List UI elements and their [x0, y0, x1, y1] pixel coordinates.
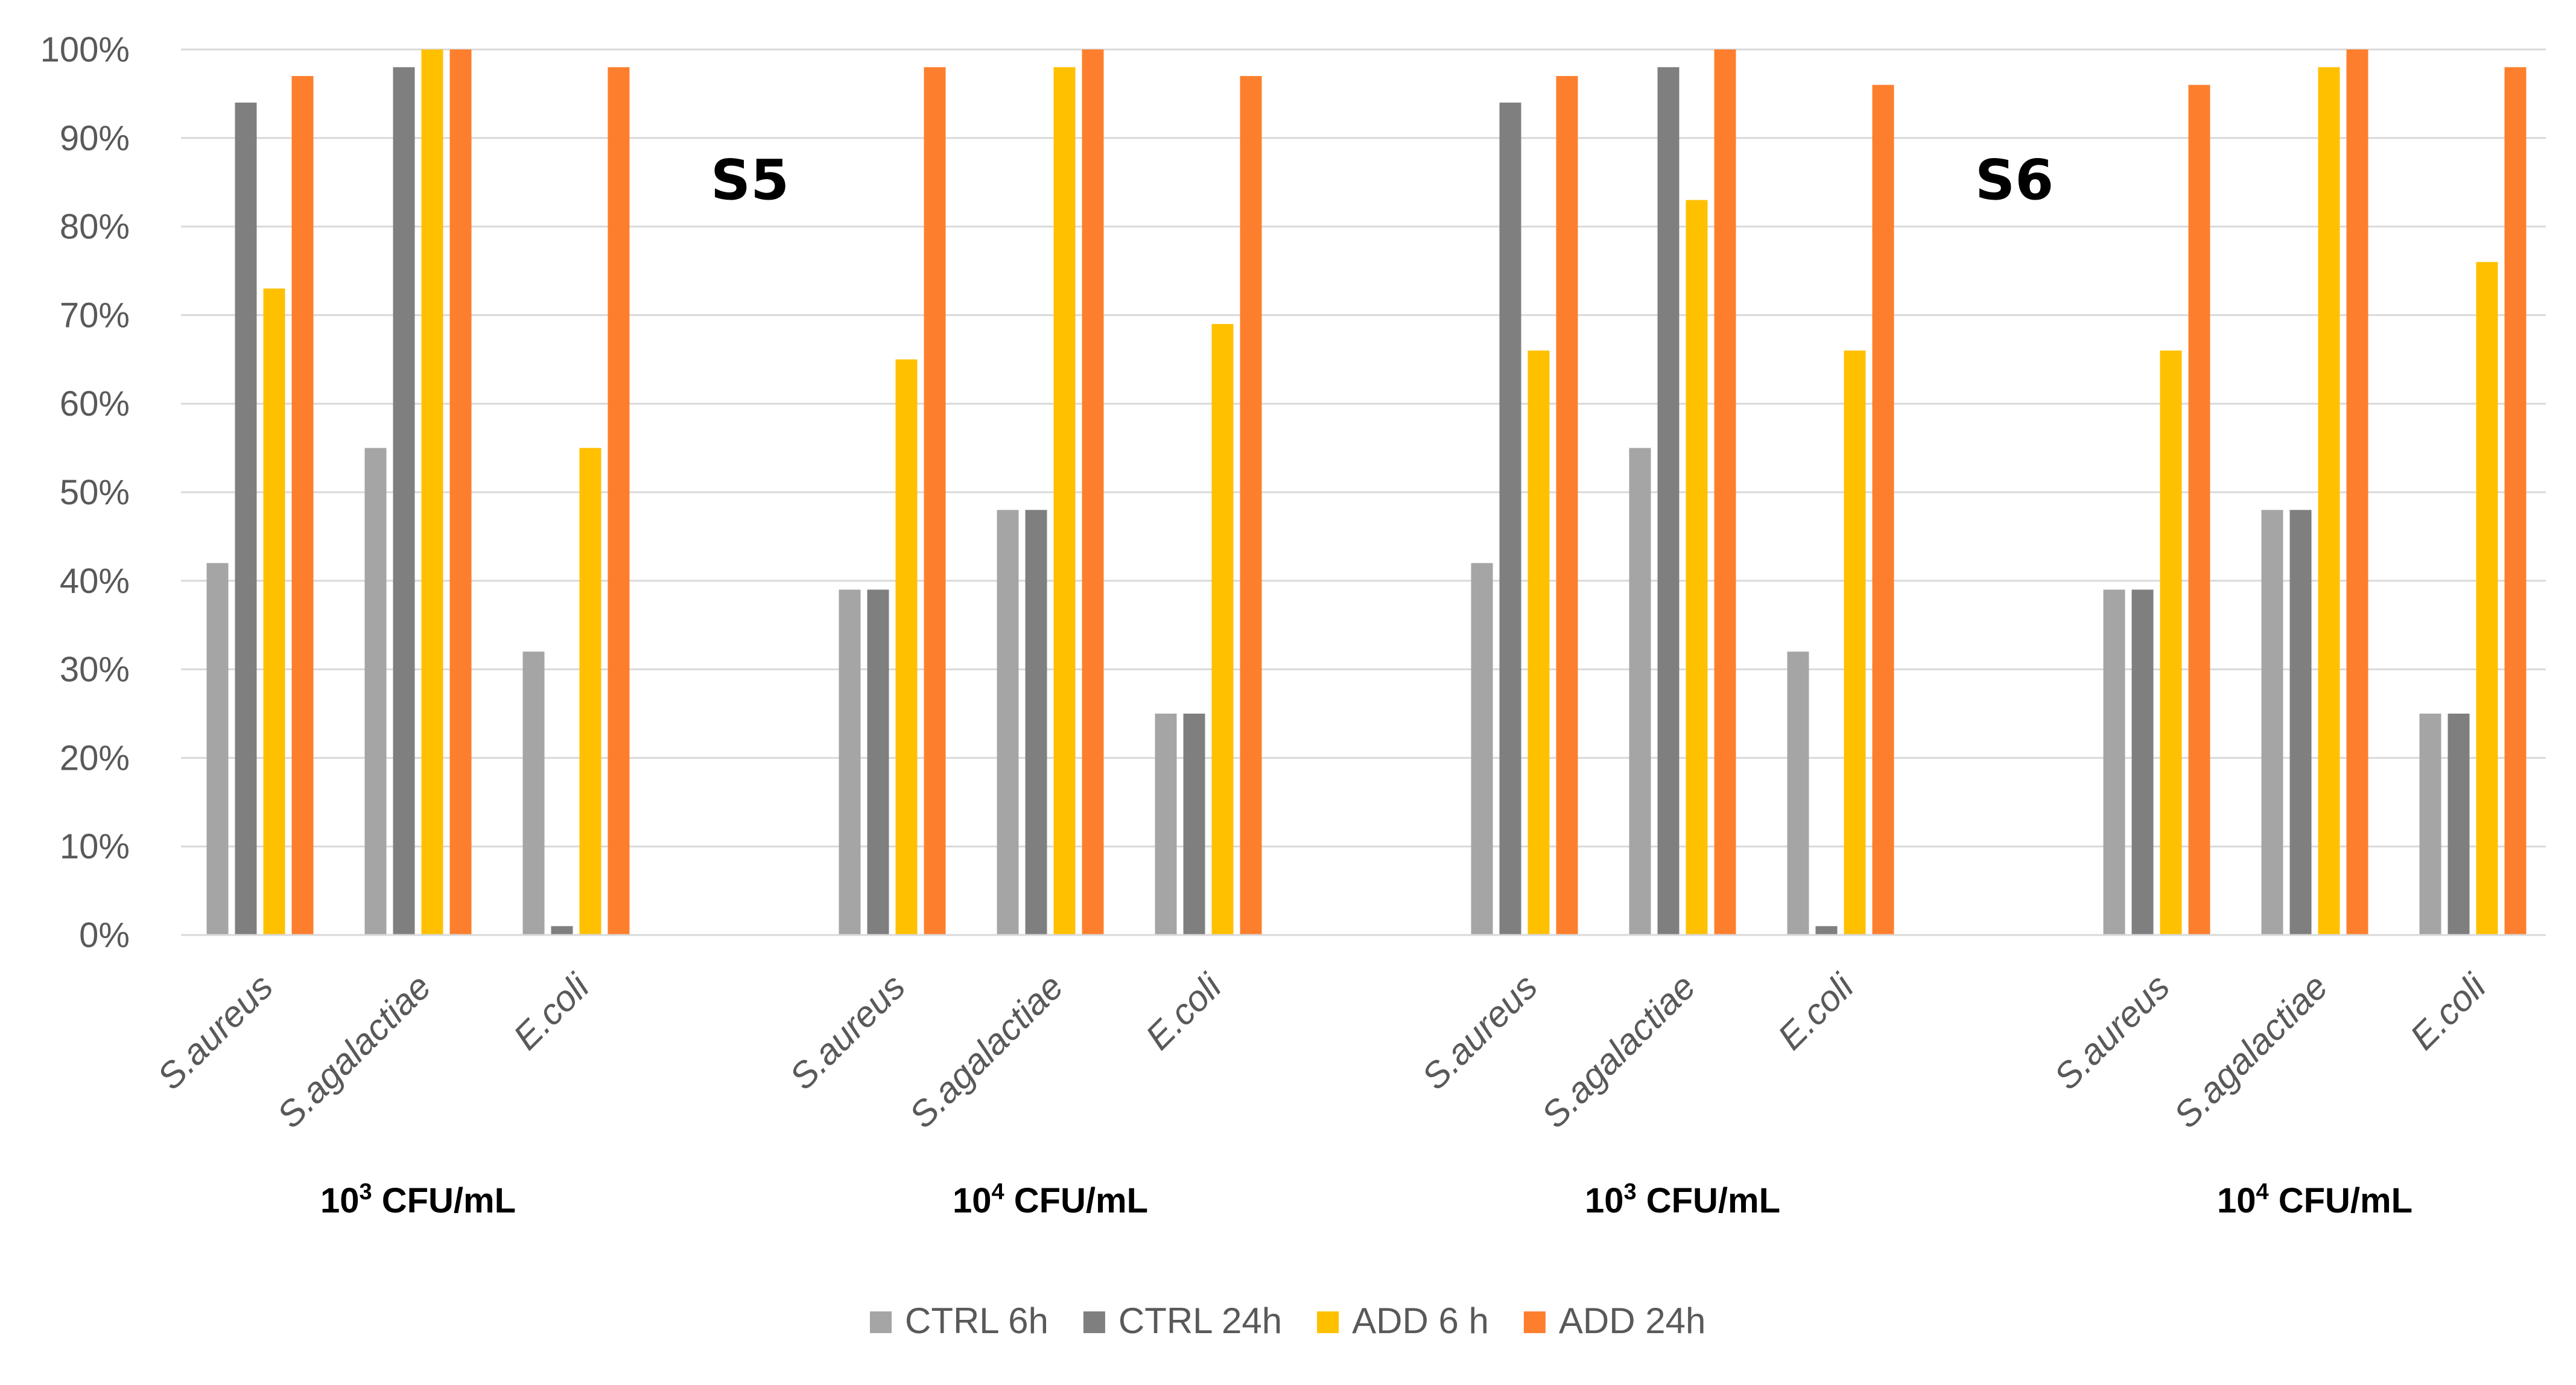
bar-add-6-h: [895, 359, 918, 935]
legend-swatch: [1083, 1311, 1105, 1333]
group-label: 104 CFU/mL: [2217, 1179, 2413, 1220]
bar-add-6-h: [1053, 67, 1076, 936]
bar-ctrl-6h: [2103, 589, 2125, 935]
bar-ctrl-24h: [867, 589, 889, 935]
category-label: S.aureus: [150, 966, 281, 1097]
annotations: S5 S6: [711, 148, 2054, 212]
bar-add-24h: [449, 49, 472, 935]
bar-ctrl-24h: [1025, 510, 1047, 935]
y-tick-label: 30%: [60, 650, 130, 689]
category-label: S.agalactiae: [269, 966, 439, 1136]
legend-swatch: [870, 1311, 892, 1333]
bar-ctrl-24h: [2289, 510, 2312, 935]
bar-ctrl-6h: [2261, 510, 2283, 935]
group-label: 103 CFU/mL: [320, 1179, 516, 1220]
category-label: S.aureus: [2046, 966, 2177, 1097]
category-label: E.coli: [2402, 966, 2494, 1057]
bar-add-24h: [608, 67, 630, 936]
legend-swatch: [1523, 1311, 1546, 1333]
panel-annotation: S5: [711, 148, 789, 212]
bar-ctrl-24h: [551, 926, 573, 935]
panel-annotation: S6: [1975, 148, 2054, 212]
bar-ctrl-24h: [1815, 926, 1838, 935]
bar-ctrl-6h: [1629, 448, 1651, 935]
bar-add-6-h: [1686, 200, 1708, 935]
bar-add-6-h: [1844, 350, 1866, 935]
bar-ctrl-24h: [1499, 103, 1521, 936]
bar-add-6-h: [579, 448, 601, 935]
y-tick-label: 90%: [60, 119, 130, 158]
gridlines: [181, 48, 2546, 848]
bars: [206, 49, 2527, 936]
bar-add-6-h: [2318, 67, 2340, 936]
legend-label: ADD 24h: [1559, 1301, 1705, 1341]
bar-ctrl-6h: [1471, 563, 1493, 935]
bar-ctrl-6h: [2419, 714, 2441, 935]
y-tick-label: 40%: [60, 562, 130, 601]
bar-add-24h: [1714, 49, 1736, 935]
legend: CTRL 6h CTRL 24h ADD 6 h ADD 24h: [870, 1301, 1705, 1341]
bar-add-24h: [1240, 76, 1262, 935]
legend-label: ADD 6 h: [1352, 1301, 1489, 1341]
bar-ctrl-6h: [364, 448, 387, 935]
bar-add-6-h: [2160, 350, 2182, 935]
group-label: 103 CFU/mL: [1585, 1179, 1780, 1220]
legend-label: CTRL 6h: [905, 1301, 1048, 1341]
bar-add-24h: [1082, 49, 1104, 935]
category-label: S.aureus: [782, 966, 913, 1097]
y-tick-label: 20%: [60, 738, 130, 778]
y-tick-label: 10%: [60, 827, 130, 866]
bar-add-6-h: [1211, 324, 1234, 935]
bar-ctrl-6h: [839, 589, 861, 935]
category-label: S.agalactiae: [2166, 966, 2335, 1136]
category-label: S.aureus: [1414, 966, 1545, 1097]
bar-ctrl-24h: [2131, 589, 2154, 935]
bar-add-24h: [2346, 49, 2368, 935]
bar-ctrl-6h: [522, 651, 545, 935]
category-label: S.agalactiae: [1534, 966, 1703, 1136]
bar-ctrl-24h: [393, 67, 415, 936]
bar-add-24h: [2188, 84, 2210, 936]
y-tick-label: 80%: [60, 208, 130, 247]
bar-ctrl-6h: [1155, 714, 1177, 935]
bar-add-6-h: [421, 49, 443, 935]
y-tick-label: 50%: [60, 473, 130, 512]
y-tick-label: 70%: [60, 296, 130, 335]
bar-add-6-h: [1528, 350, 1550, 935]
bar-ctrl-24h: [1657, 67, 1680, 936]
group-label: 104 CFU/mL: [953, 1179, 1148, 1220]
y-axis-ticks: 0% 10% 20% 30% 40% 50% 60% 70% 80% 90% 100%: [40, 30, 130, 955]
bar-add-24h: [291, 76, 314, 935]
bar-add-6-h: [2476, 262, 2498, 935]
category-label: E.coli: [1138, 966, 1229, 1057]
bar-add-6-h: [263, 288, 285, 935]
bar-ctrl-24h: [1183, 714, 1205, 935]
y-tick-label: 60%: [60, 384, 130, 423]
group-labels: 103 CFU/mL 104 CFU/mL 103 CFU/mL 104 CFU/mL: [320, 1179, 2413, 1220]
bar-ctrl-24h: [2448, 714, 2470, 935]
bar-add-24h: [2504, 67, 2527, 936]
bar-add-24h: [1872, 84, 1894, 936]
category-label: E.coli: [506, 966, 597, 1057]
category-label: E.coli: [1770, 966, 1862, 1057]
legend-swatch: [1317, 1311, 1339, 1333]
bar-ctrl-6h: [206, 563, 229, 935]
bar-ctrl-6h: [997, 510, 1019, 935]
bar-ctrl-6h: [1787, 651, 1809, 935]
category-label: S.agalactiae: [901, 966, 1071, 1136]
legend-label: CTRL 24h: [1118, 1301, 1282, 1341]
bar-add-24h: [924, 67, 946, 936]
y-tick-label: 100%: [40, 30, 130, 69]
bar-add-24h: [1556, 76, 1578, 935]
y-tick-label: 0%: [79, 916, 130, 955]
bar-ctrl-24h: [235, 103, 257, 936]
